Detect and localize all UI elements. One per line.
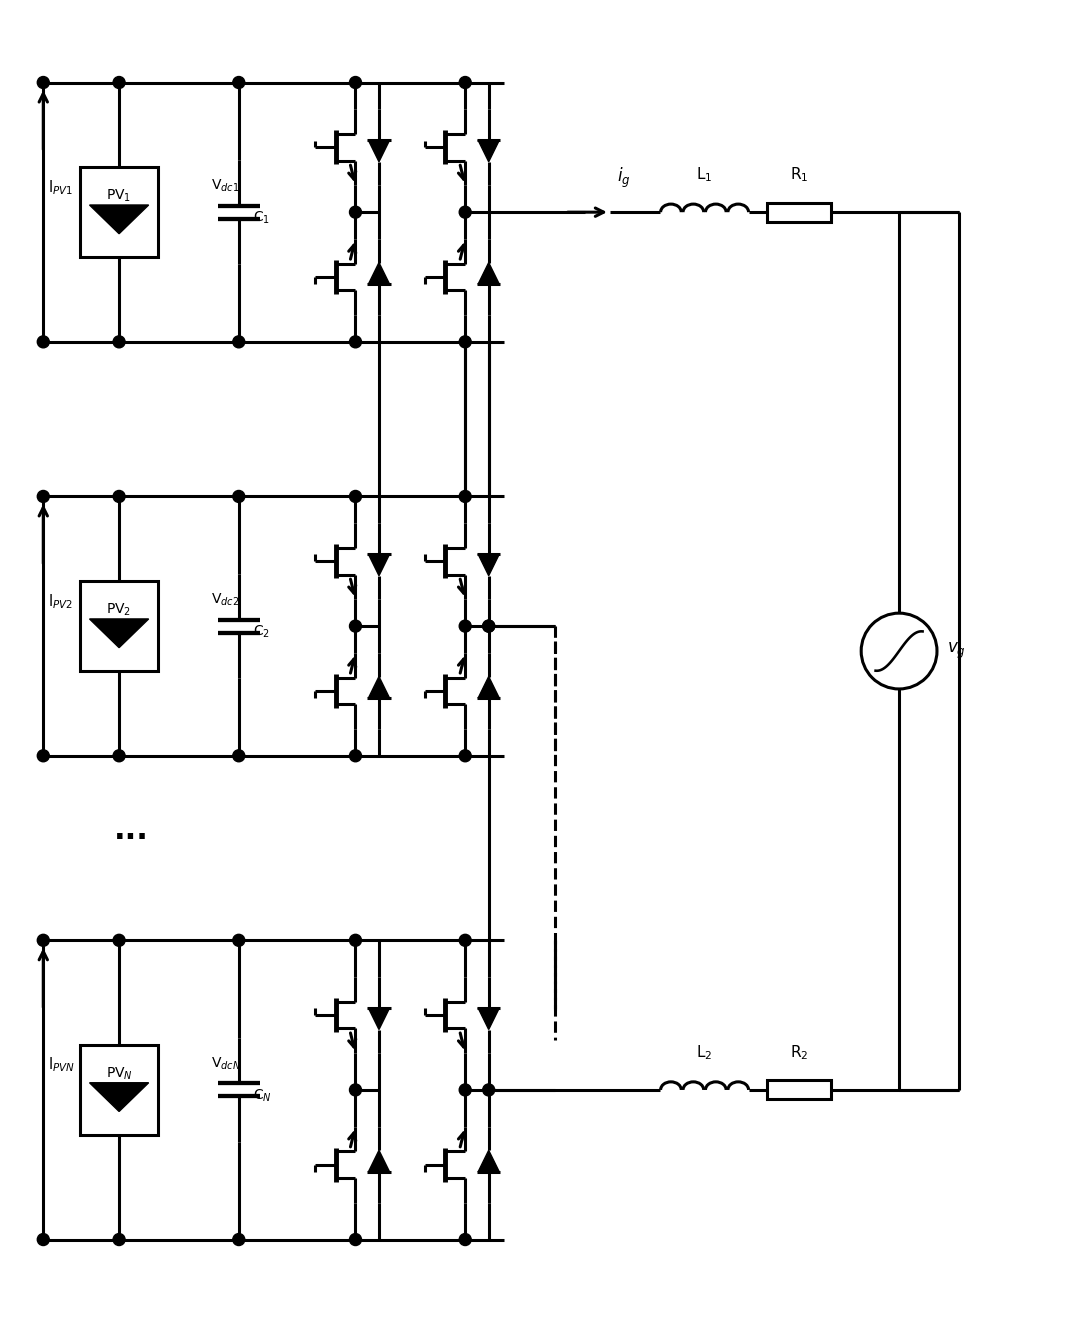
Circle shape (37, 76, 49, 89)
Circle shape (232, 750, 244, 762)
Text: I$_{PVN}$: I$_{PVN}$ (48, 1055, 75, 1074)
Text: ...: ... (114, 817, 149, 845)
Circle shape (37, 1234, 49, 1246)
Bar (768, 1081, 831, 1100)
Circle shape (459, 207, 471, 219)
Text: $i_g$: $i_g$ (617, 166, 630, 190)
Circle shape (37, 750, 49, 762)
Text: V$_{dc1}$: V$_{dc1}$ (211, 178, 239, 194)
Circle shape (232, 491, 244, 503)
Circle shape (232, 335, 244, 347)
Circle shape (459, 620, 471, 632)
Circle shape (482, 620, 495, 632)
Circle shape (113, 491, 125, 503)
Polygon shape (89, 1082, 149, 1112)
Polygon shape (368, 141, 390, 162)
Circle shape (482, 620, 495, 632)
Circle shape (37, 335, 49, 347)
Circle shape (482, 1084, 495, 1096)
Circle shape (459, 76, 471, 89)
Text: I$_{PV2}$: I$_{PV2}$ (48, 591, 74, 610)
Polygon shape (368, 1008, 390, 1030)
Text: PV$_2$: PV$_2$ (106, 602, 131, 618)
Circle shape (232, 935, 244, 947)
Polygon shape (478, 263, 500, 284)
Text: PV$_N$: PV$_N$ (105, 1066, 132, 1082)
Circle shape (113, 935, 125, 947)
Text: PV$_1$: PV$_1$ (106, 188, 131, 204)
Circle shape (350, 1234, 362, 1246)
Bar (80, 168, 157, 257)
Text: L$_1$: L$_1$ (696, 165, 712, 184)
Circle shape (350, 335, 362, 347)
Polygon shape (478, 1151, 500, 1172)
Polygon shape (368, 554, 390, 575)
Circle shape (113, 335, 125, 347)
Circle shape (350, 935, 362, 947)
Circle shape (459, 1084, 471, 1096)
Polygon shape (478, 1008, 500, 1030)
Circle shape (459, 335, 471, 347)
Circle shape (350, 491, 362, 503)
Circle shape (459, 491, 471, 503)
Polygon shape (89, 205, 149, 233)
Bar (768, 202, 831, 221)
Circle shape (459, 1234, 471, 1246)
Text: I$_{PV1}$: I$_{PV1}$ (48, 178, 74, 197)
Polygon shape (368, 1151, 390, 1172)
Polygon shape (89, 620, 149, 648)
Circle shape (37, 935, 49, 947)
Circle shape (37, 491, 49, 503)
Bar (80, 581, 157, 670)
Text: R$_1$: R$_1$ (791, 165, 809, 184)
Text: C$_2$: C$_2$ (253, 624, 269, 640)
Text: V$_{dcN}$: V$_{dcN}$ (211, 1055, 241, 1071)
Circle shape (232, 1234, 244, 1246)
Polygon shape (478, 677, 500, 699)
Circle shape (459, 750, 471, 762)
Circle shape (113, 76, 125, 89)
Polygon shape (478, 554, 500, 575)
Circle shape (350, 750, 362, 762)
Circle shape (113, 750, 125, 762)
Bar (80, 1045, 157, 1134)
Text: C$_1$: C$_1$ (253, 211, 269, 227)
Polygon shape (478, 141, 500, 162)
Circle shape (350, 1084, 362, 1096)
Circle shape (459, 935, 471, 947)
Circle shape (350, 76, 362, 89)
Text: R$_2$: R$_2$ (791, 1043, 809, 1062)
Polygon shape (368, 263, 390, 284)
Polygon shape (368, 677, 390, 699)
Circle shape (232, 76, 244, 89)
Text: V$_{dc2}$: V$_{dc2}$ (211, 591, 239, 609)
Circle shape (350, 207, 362, 219)
Text: L$_2$: L$_2$ (696, 1043, 712, 1062)
Text: C$_N$: C$_N$ (253, 1088, 272, 1104)
Circle shape (113, 1234, 125, 1246)
Circle shape (350, 620, 362, 632)
Text: $v_g$: $v_g$ (947, 641, 965, 661)
